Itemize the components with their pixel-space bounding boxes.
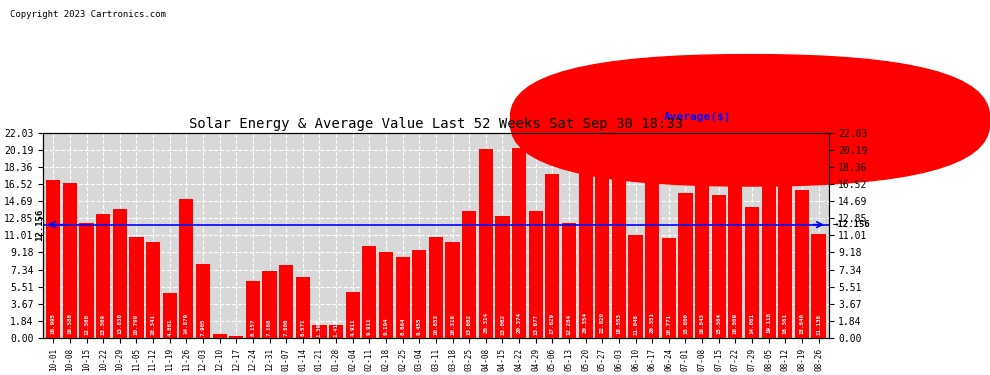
- Bar: [96, 214, 110, 338]
- Bar: [629, 235, 643, 338]
- Text: 7.806: 7.806: [284, 318, 289, 336]
- Bar: [578, 148, 593, 338]
- Text: Average($): Average($): [663, 112, 732, 122]
- Text: 13.062: 13.062: [500, 314, 505, 334]
- Text: 12.156: 12.156: [35, 209, 45, 241]
- Text: 13.830: 13.830: [117, 314, 123, 334]
- Text: 15.600: 15.600: [683, 313, 688, 334]
- Bar: [812, 234, 826, 338]
- Text: 4.911: 4.911: [350, 319, 355, 336]
- Bar: [113, 209, 127, 338]
- Bar: [479, 148, 493, 338]
- Bar: [612, 165, 626, 338]
- Text: 16.588: 16.588: [67, 313, 72, 334]
- Bar: [712, 195, 726, 338]
- Text: 10.341: 10.341: [150, 314, 155, 335]
- Bar: [645, 148, 659, 338]
- Bar: [495, 216, 510, 338]
- Text: 6.571: 6.571: [300, 318, 305, 336]
- Text: 20.374: 20.374: [517, 312, 522, 333]
- Bar: [379, 252, 393, 338]
- Bar: [213, 334, 227, 338]
- Text: 18.553: 18.553: [617, 313, 622, 334]
- Bar: [545, 174, 559, 338]
- Bar: [695, 181, 709, 338]
- Text: 4.861: 4.861: [167, 319, 172, 336]
- Bar: [761, 160, 776, 338]
- Bar: [512, 148, 526, 338]
- Bar: [196, 264, 210, 338]
- Text: 9.911: 9.911: [367, 318, 372, 335]
- Text: 1.393: 1.393: [317, 319, 322, 337]
- Text: 11.048: 11.048: [633, 314, 638, 335]
- Text: 19.118: 19.118: [766, 312, 771, 333]
- Text: 10.799: 10.799: [134, 314, 139, 335]
- Text: 6.157: 6.157: [250, 318, 255, 336]
- Text: 11.136: 11.136: [816, 314, 821, 335]
- Text: 22.920: 22.920: [600, 312, 605, 333]
- Bar: [661, 238, 676, 338]
- Text: 10.853: 10.853: [434, 314, 439, 335]
- Text: →12.156: →12.156: [833, 220, 870, 229]
- Text: 12.284: 12.284: [566, 314, 571, 335]
- Title: Solar Energy & Average Value Last 52 Weeks Sat Sep 30 18:33: Solar Energy & Average Value Last 52 Wee…: [189, 117, 683, 132]
- Bar: [162, 292, 177, 338]
- Bar: [130, 237, 144, 338]
- Bar: [678, 193, 693, 338]
- Text: 16.361: 16.361: [783, 313, 788, 334]
- Bar: [795, 190, 809, 338]
- Text: 17.629: 17.629: [549, 313, 554, 334]
- Bar: [62, 183, 77, 338]
- Bar: [429, 237, 443, 338]
- Text: 20.351: 20.351: [649, 312, 654, 333]
- Text: 1.416: 1.416: [334, 319, 339, 337]
- Bar: [296, 277, 310, 338]
- Bar: [279, 265, 293, 338]
- Text: 14.879: 14.879: [184, 313, 189, 334]
- Bar: [778, 186, 792, 338]
- Text: 16.843: 16.843: [700, 313, 705, 334]
- Text: 8.664: 8.664: [400, 318, 405, 336]
- Bar: [329, 325, 344, 338]
- Bar: [47, 180, 60, 338]
- Text: 10.771: 10.771: [666, 314, 671, 335]
- Bar: [346, 292, 359, 338]
- Bar: [462, 211, 476, 338]
- FancyBboxPatch shape: [511, 55, 990, 186]
- Text: 16.995: 16.995: [50, 313, 55, 334]
- Text: 20.314: 20.314: [483, 312, 488, 333]
- Text: Daily($): Daily($): [758, 112, 812, 122]
- Bar: [529, 210, 543, 338]
- Bar: [262, 271, 276, 338]
- Bar: [146, 242, 160, 338]
- Text: 13.309: 13.309: [101, 314, 106, 334]
- Text: 20.354: 20.354: [583, 312, 588, 333]
- Text: 9.455: 9.455: [417, 318, 422, 335]
- Text: 15.384: 15.384: [716, 313, 722, 334]
- Bar: [744, 207, 759, 338]
- Text: 15.840: 15.840: [800, 313, 805, 334]
- Text: 14.061: 14.061: [749, 314, 754, 334]
- Text: 10.316: 10.316: [450, 314, 455, 335]
- Bar: [562, 224, 576, 338]
- Bar: [230, 336, 244, 338]
- Bar: [446, 242, 459, 338]
- Bar: [79, 223, 94, 338]
- Bar: [729, 181, 742, 338]
- Text: 7.168: 7.168: [267, 318, 272, 336]
- Text: 12.380: 12.380: [84, 314, 89, 335]
- Bar: [595, 124, 610, 338]
- Text: 13.662: 13.662: [466, 314, 471, 334]
- Bar: [246, 280, 260, 338]
- Text: 9.194: 9.194: [383, 318, 388, 335]
- Bar: [412, 250, 427, 338]
- Text: 13.677: 13.677: [534, 314, 539, 334]
- Text: Copyright 2023 Cartronics.com: Copyright 2023 Cartronics.com: [10, 10, 165, 19]
- Bar: [179, 199, 193, 338]
- Text: 7.905: 7.905: [201, 318, 206, 336]
- Bar: [362, 246, 376, 338]
- Bar: [396, 257, 410, 338]
- Text: 16.809: 16.809: [733, 313, 738, 334]
- Bar: [313, 325, 327, 338]
